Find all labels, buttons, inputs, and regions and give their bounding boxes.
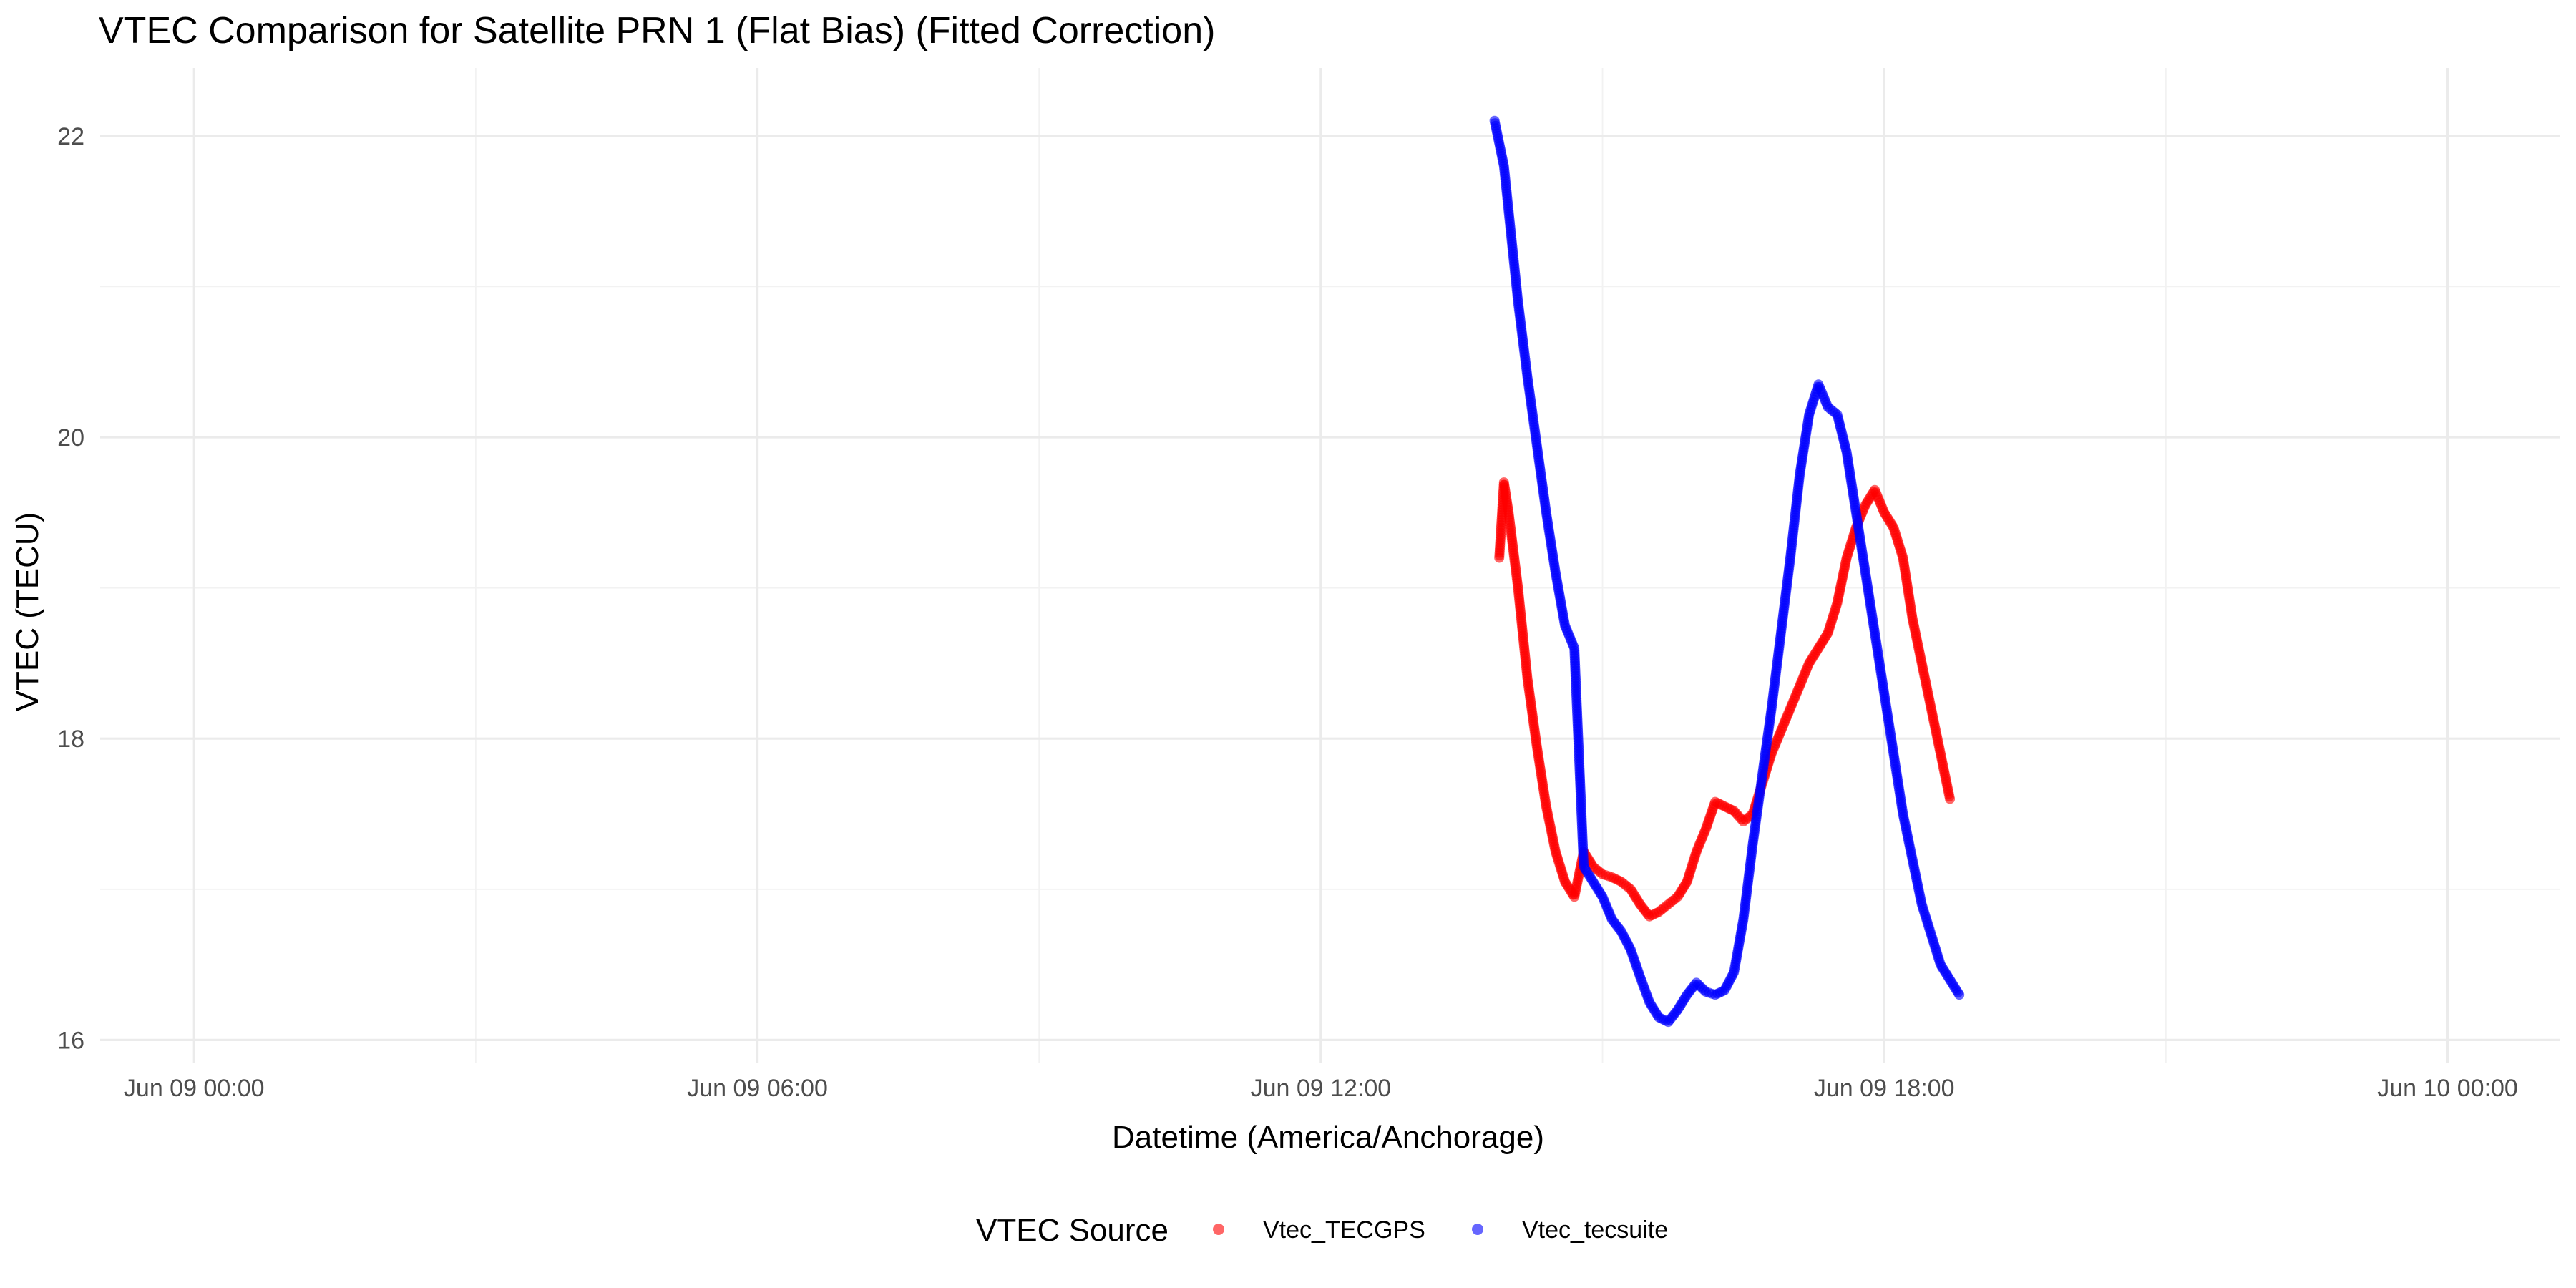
y-tick-label: 18 [57,726,84,753]
x-tick-label: Jun 09 18:00 [1814,1075,1955,1102]
legend-title: VTEC Source [976,1213,1169,1248]
series-Vtec_TECGPS [1494,477,1956,922]
y-tick-label: 16 [57,1027,84,1054]
x-tick-label: Jun 09 12:00 [1251,1075,1392,1102]
x-tick-label: Jun 10 00:00 [2377,1075,2518,1102]
x-axis-title: Datetime (America/Anchorage) [1112,1120,1544,1155]
x-tick-label: Jun 09 06:00 [687,1075,828,1102]
data-series [1489,115,1965,1028]
y-axis-title: VTEC (TECU) [10,512,45,712]
legend-label: Vtec_tecsuite [1522,1216,1668,1244]
data-point [1945,794,1956,804]
legend-key-Vtec_TECGPS [1213,1224,1224,1235]
x-tick-label: Jun 09 00:00 [124,1075,265,1102]
legend-label: Vtec_TECGPS [1263,1216,1425,1244]
data-point [1954,990,1965,1000]
legend: VTEC Source Vtec_TECGPS Vtec_tecsuite [976,1213,1668,1248]
y-tick-label: 20 [57,424,84,452]
legend-key-Vtec_tecsuite [1472,1224,1483,1235]
grid-lines [100,68,2560,1063]
y-tick-label: 22 [57,123,84,150]
chart-title: VTEC Comparison for Satellite PRN 1 (Fla… [99,10,1215,52]
x-tick-labels: Jun 09 00:00 Jun 09 06:00 Jun 09 12:00 Jun … [124,1075,2518,1102]
series-Vtec_tecsuite [1489,115,1965,1028]
legend-items: Vtec_TECGPS Vtec_tecsuite [1213,1216,1668,1244]
y-tick-labels: 16 18 20 22 [57,123,84,1055]
